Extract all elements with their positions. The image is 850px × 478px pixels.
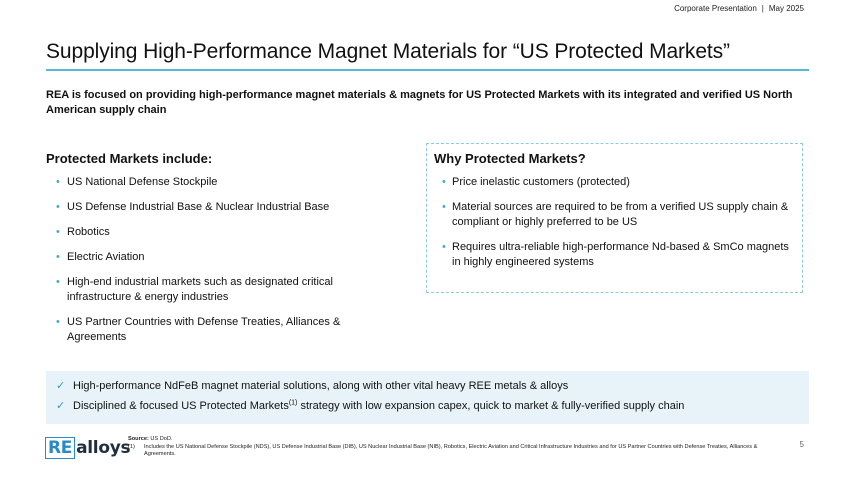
bullet-icon: •: [56, 176, 60, 188]
presentation-date: May 2025: [768, 4, 804, 13]
highlight-text-start: Disciplined & focused US Protected Marke…: [73, 400, 289, 412]
footnote-item: (1) Includes the US National Defense Stoc…: [128, 444, 788, 459]
bullet-icon: •: [442, 201, 446, 213]
source-label: Source:: [128, 436, 149, 442]
list-item-text: Robotics: [67, 226, 110, 238]
presentation-label: Corporate Presentation: [674, 4, 757, 13]
highlight-row: ✓ High-performance NdFeB magnet material …: [56, 379, 799, 394]
list-item: • Material sources are required to be fro…: [434, 200, 794, 230]
intro-statement: REA is focused on providing high-perform…: [46, 89, 793, 116]
bullet-icon: •: [442, 241, 446, 253]
list-item: • US Partner Countries with Defense Treat…: [46, 315, 386, 345]
highlights-band: ✓ High-performance NdFeB magnet material …: [46, 371, 809, 424]
page-number: 5: [799, 440, 804, 449]
list-item-text: Requires ultra-reliable high-performance…: [452, 241, 789, 268]
list-item-text: US Defense Industrial Base & Nuclear Ind…: [67, 201, 330, 213]
header-meta: Corporate Presentation | May 2025: [674, 4, 804, 13]
list-item-text: Electric Aviation: [67, 251, 145, 263]
highlight-text-end: strategy with low expansion capex, quick…: [297, 400, 685, 412]
list-item-text: US Partner Countries with Defense Treati…: [67, 316, 341, 343]
list-item-text: Material sources are required to be from…: [452, 201, 789, 228]
list-item: • Requires ultra-reliable high-performanc…: [434, 240, 794, 270]
footnote-text: Includes the US National Defense Stockpi…: [144, 443, 758, 458]
bullet-icon: •: [442, 176, 446, 188]
why-protected-markets-list: • Price inelastic customers (protected) •…: [434, 175, 794, 270]
bullet-icon: •: [56, 201, 60, 213]
checkmark-icon: ✓: [56, 400, 66, 412]
highlight-row: ✓ Disciplined & focused US Protected Mark…: [56, 399, 799, 414]
footnotes: Source: US DoD. (1) Includes the US Natio…: [128, 436, 788, 459]
bullet-icon: •: [56, 316, 60, 328]
protected-markets-section: Protected Markets include: • US National …: [46, 151, 386, 355]
list-item: • Robotics: [46, 225, 386, 240]
footnote-number: (1): [128, 443, 135, 450]
list-item: • High-end industrial markets such as des…: [46, 275, 386, 305]
page-title: Supplying High-Performance Magnet Materi…: [46, 40, 730, 63]
list-item: • US National Defense Stockpile: [46, 175, 386, 190]
checkmark-icon: ✓: [56, 380, 66, 392]
header-separator: |: [761, 4, 764, 13]
bullet-icon: •: [56, 226, 60, 238]
list-item: • Price inelastic customers (protected): [434, 175, 794, 190]
why-protected-markets-heading: Why Protected Markets?: [434, 151, 586, 166]
list-item-text: High-end industrial markets such as desi…: [67, 276, 333, 303]
protected-markets-list: • US National Defense Stockpile • US Defen…: [46, 175, 386, 345]
logo-re-mark: RE: [45, 437, 76, 459]
protected-markets-heading: Protected Markets include:: [46, 151, 213, 166]
list-item: • US Defense Industrial Base & Nuclear In…: [46, 200, 386, 215]
why-protected-markets-box: Why Protected Markets? • Price inelastic …: [426, 143, 803, 293]
highlight-text: High-performance NdFeB magnet material s…: [73, 380, 569, 392]
bullet-icon: •: [56, 276, 60, 288]
title-divider: [46, 69, 809, 71]
list-item: • Electric Aviation: [46, 250, 386, 265]
logo-wordmark: alloys: [76, 438, 131, 458]
source-note: Source: US DoD.: [128, 436, 788, 444]
list-item-text: Price inelastic customers (protected): [452, 176, 630, 188]
company-logo: RE alloys: [45, 435, 131, 461]
list-item-text: US National Defense Stockpile: [67, 176, 218, 188]
bullet-icon: •: [56, 251, 60, 263]
source-text: US DoD.: [148, 436, 173, 442]
footnote-ref: (1): [288, 399, 298, 407]
